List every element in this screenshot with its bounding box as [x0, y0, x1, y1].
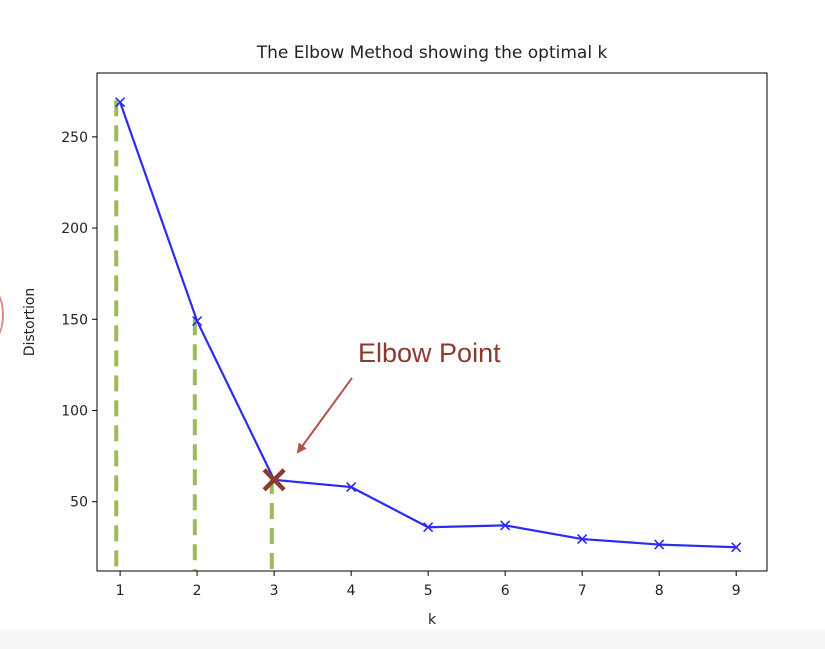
- x-tick-label: 6: [501, 583, 510, 599]
- data-point-marker: [500, 520, 511, 531]
- x-tick-label: 8: [655, 583, 664, 599]
- x-tick-label: 9: [732, 583, 741, 599]
- data-point-marker: [577, 534, 588, 545]
- data-point-marker: [423, 522, 434, 533]
- annotation-arrow: [296, 377, 353, 454]
- bottom-band: [0, 630, 825, 649]
- elbow-point-marker: [262, 468, 286, 492]
- x-tick-label: 2: [193, 583, 202, 599]
- data-point-marker: [346, 482, 357, 493]
- y-tick-label: 50: [70, 495, 88, 511]
- annotation-text: Elbow Point: [358, 338, 501, 368]
- x-tick-label: 4: [347, 583, 356, 599]
- series-line: [119, 101, 737, 549]
- data-point-marker: [731, 542, 742, 553]
- y-tick-label: 250: [61, 130, 88, 146]
- y-tick-label: 150: [61, 312, 88, 328]
- x-tick-label: 7: [578, 583, 587, 599]
- data-point-marker: [654, 539, 665, 550]
- x-tick-label: 1: [116, 583, 125, 599]
- y-tick-label: 100: [61, 403, 88, 419]
- x-axis-label: k: [428, 612, 437, 628]
- plot-frame: [96, 72, 768, 572]
- y-axis-label: Distortion: [22, 288, 38, 357]
- x-tick-label: 3: [270, 583, 279, 599]
- data-point-marker: [115, 97, 126, 108]
- y-tick-label: 200: [61, 221, 88, 237]
- data-point-marker: [192, 316, 203, 327]
- x-tick-label: 5: [424, 583, 433, 599]
- chart-title: The Elbow Method showing the optimal k: [256, 43, 608, 63]
